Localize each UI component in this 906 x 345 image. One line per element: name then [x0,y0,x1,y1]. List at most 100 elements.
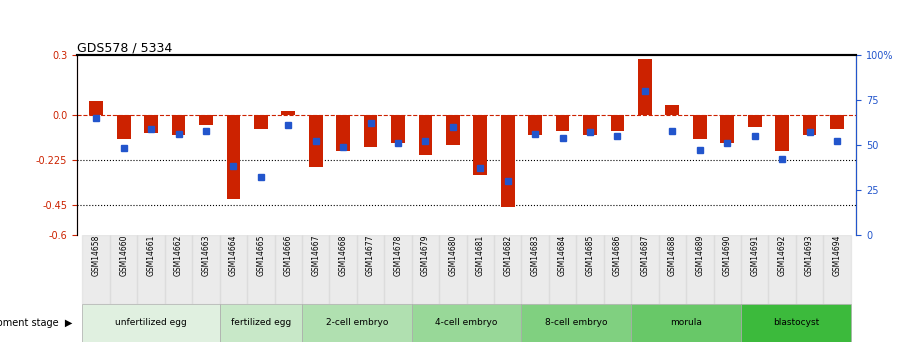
Bar [741,304,851,342]
Text: GSM14667: GSM14667 [311,235,320,276]
Text: GSM14661: GSM14661 [147,235,156,276]
Bar [830,115,843,129]
Bar [659,235,686,304]
Bar [603,235,631,304]
Text: GSM14685: GSM14685 [585,235,594,276]
Text: GSM14658: GSM14658 [92,235,101,276]
Bar [138,235,165,304]
Bar [391,115,405,143]
Text: GSM14683: GSM14683 [531,235,540,276]
Bar [522,235,549,304]
Bar [768,235,795,304]
Bar [90,101,103,115]
Bar [411,304,522,342]
Bar [336,115,350,151]
Bar [795,235,824,304]
Bar [714,235,741,304]
Bar [494,235,522,304]
Text: GSM14694: GSM14694 [833,235,842,276]
Text: GSM14665: GSM14665 [256,235,265,276]
Bar [720,115,734,143]
Bar [638,59,651,115]
Bar [631,304,741,342]
Text: GSM14690: GSM14690 [723,235,732,276]
Bar [275,235,302,304]
Bar [282,111,295,115]
Text: GSM14686: GSM14686 [613,235,622,276]
Bar [117,115,130,139]
Bar [528,115,542,135]
Bar [254,115,267,129]
Text: GSM14693: GSM14693 [805,235,814,276]
Bar [199,115,213,125]
Bar [192,235,219,304]
Text: GSM14678: GSM14678 [393,235,402,276]
Text: 2-cell embryo: 2-cell embryo [325,318,388,327]
Bar [776,115,789,151]
Bar [803,115,816,135]
Text: GSM14681: GSM14681 [476,235,485,276]
Bar [82,304,219,342]
Bar [302,304,411,342]
Text: GSM14666: GSM14666 [284,235,293,276]
Text: GSM14689: GSM14689 [695,235,704,276]
Bar [247,235,275,304]
Bar [384,235,411,304]
Bar [474,115,487,175]
Text: GSM14682: GSM14682 [503,235,512,276]
Bar [411,235,439,304]
Text: GSM14688: GSM14688 [668,235,677,276]
Bar [110,235,138,304]
Text: 8-cell embryo: 8-cell embryo [545,318,608,327]
Text: GSM14679: GSM14679 [421,235,430,276]
Bar [363,115,378,147]
Text: unfertilized egg: unfertilized egg [115,318,187,327]
Bar [439,235,467,304]
Text: GSM14691: GSM14691 [750,235,759,276]
Bar [631,235,659,304]
Bar [82,235,110,304]
Text: GDS578 / 5334: GDS578 / 5334 [77,41,172,54]
Bar [741,235,768,304]
Bar [501,115,515,207]
Bar [522,304,631,342]
Text: 4-cell embryo: 4-cell embryo [436,318,497,327]
Bar [576,235,603,304]
Bar [219,235,247,304]
Text: GSM14684: GSM14684 [558,235,567,276]
Bar [824,235,851,304]
Bar [666,105,680,115]
Bar [549,235,576,304]
Bar [686,235,714,304]
Bar [330,235,357,304]
Text: GSM14677: GSM14677 [366,235,375,276]
Bar [144,115,158,133]
Bar [219,304,302,342]
Bar [747,115,762,127]
Text: GSM14660: GSM14660 [120,235,128,276]
Text: GSM14664: GSM14664 [229,235,238,276]
Text: morula: morula [670,318,702,327]
Text: GSM14687: GSM14687 [641,235,650,276]
Text: blastocyst: blastocyst [773,318,819,327]
Bar [357,235,384,304]
Text: GSM14662: GSM14662 [174,235,183,276]
Text: fertilized egg: fertilized egg [231,318,291,327]
Bar [693,115,707,139]
Bar [171,115,186,135]
Bar [226,115,240,199]
Bar [309,115,323,167]
Bar [446,115,459,145]
Text: GSM14663: GSM14663 [201,235,210,276]
Bar [467,235,494,304]
Bar [419,115,432,155]
Bar [583,115,597,135]
Bar [302,235,330,304]
Bar [165,235,192,304]
Text: GSM14692: GSM14692 [777,235,786,276]
Text: development stage  ▶: development stage ▶ [0,318,72,327]
Bar [611,115,624,131]
Text: GSM14680: GSM14680 [448,235,458,276]
Text: GSM14668: GSM14668 [339,235,348,276]
Bar [555,115,570,131]
